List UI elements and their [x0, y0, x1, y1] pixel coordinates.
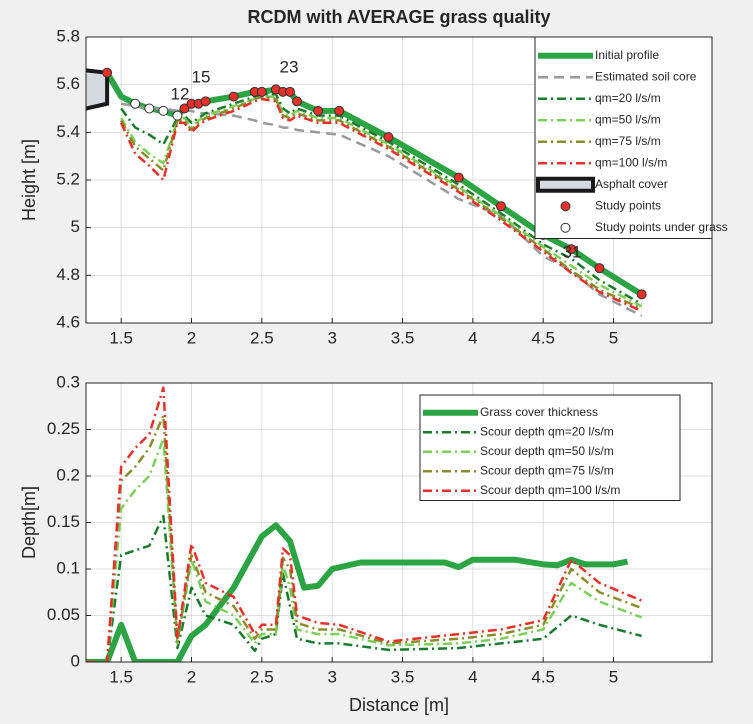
study-point [453, 172, 464, 183]
plot-series [86, 386, 643, 662]
y-tick-label: 0.2 [56, 465, 80, 484]
axes-frame [85, 382, 713, 663]
study-point [158, 105, 169, 116]
x-tick-label: 2.5 [250, 667, 274, 686]
legend-label: Initial profile [595, 48, 659, 62]
study-point [566, 244, 577, 255]
y-tick-label: 0.15 [47, 512, 80, 531]
y-tick-label: 0.3 [56, 372, 80, 391]
legend-patch [536, 176, 595, 193]
y-tick-label: 0.05 [47, 605, 80, 624]
study-point [594, 263, 605, 274]
study-point [228, 91, 239, 102]
x-tick-label: 1.5 [109, 328, 133, 347]
legend-marker [560, 201, 571, 212]
legend-label: Study points [595, 198, 661, 212]
x-tick-label: 5 [609, 667, 618, 686]
study-point [172, 110, 183, 121]
series-line [86, 522, 629, 662]
legend-label: qm=20 l/s/m [595, 91, 661, 105]
series-line [86, 386, 643, 662]
y-tick-label: 4.8 [56, 265, 80, 284]
x-tick-label: 3.5 [391, 328, 415, 347]
y-tick-label: 4.6 [56, 312, 80, 331]
series-line [86, 414, 643, 662]
y-axis-label: Depth[m] [19, 486, 39, 559]
legend-label: Scour depth qm=50 l/s/m [480, 444, 614, 458]
x-tick-label: 3.5 [391, 667, 415, 686]
legend-label: Asphalt cover [595, 177, 668, 191]
annotation: 15 [192, 67, 211, 86]
y-tick-label: 0 [71, 651, 80, 670]
legend-label: qm=100 l/s/m [595, 155, 667, 169]
study-point [130, 98, 141, 109]
annotation: 31 [563, 242, 582, 261]
legend-marker [560, 222, 571, 233]
x-tick-label: 5 [609, 328, 618, 347]
asphalt-cover [86, 68, 110, 111]
annotation: 12 [171, 84, 190, 103]
y-axis-label: Height [m] [19, 139, 39, 221]
legend-label: Scour depth qm=100 l/s/m [480, 483, 620, 497]
asphalt-fill [86, 70, 108, 109]
x-tick-label: 2 [187, 328, 196, 347]
study-point [334, 105, 345, 116]
x-tick-label: 4.5 [531, 328, 555, 347]
legend-label: qm=50 l/s/m [595, 112, 661, 126]
study-point [313, 105, 324, 116]
y-tick-label: 0.25 [47, 419, 80, 438]
series-line [86, 437, 643, 662]
y-tick-label: 0.1 [56, 558, 80, 577]
study-point [636, 289, 647, 300]
x-tick-label: 3 [327, 328, 336, 347]
x-tick-label: 2.5 [250, 328, 274, 347]
y-tick-label: 5.4 [56, 122, 80, 141]
x-tick-label: 4 [468, 328, 477, 347]
x-tick-label: 4 [468, 667, 477, 686]
y-tick-label: 5 [71, 217, 80, 236]
study-point [495, 201, 506, 212]
chart-title: RCDM with AVERAGE grass quality [247, 7, 550, 27]
study-point [292, 96, 303, 107]
y-tick-label: 5.8 [56, 26, 80, 45]
study-point [200, 96, 211, 107]
series-line [86, 514, 642, 662]
y-tick-label: 5.2 [56, 169, 80, 188]
legend-label: Scour depth qm=75 l/s/m [480, 463, 614, 477]
x-axis-label: Distance [m] [349, 695, 449, 715]
legend-label: qm=75 l/s/m [595, 134, 661, 148]
legend-label: Grass cover thickness [480, 405, 598, 419]
legend-label: Estimated soil core [595, 69, 697, 83]
study-point [102, 67, 113, 78]
x-tick-label: 3 [327, 667, 336, 686]
legend-label: Scour depth qm=20 l/s/m [480, 424, 614, 438]
study-point [179, 103, 190, 114]
y-tick-label: 5.6 [56, 74, 80, 93]
annotation: 23 [280, 57, 299, 76]
x-tick-label: 1.5 [109, 667, 133, 686]
study-point [144, 103, 155, 114]
study-point [383, 132, 394, 143]
x-tick-label: 4.5 [531, 667, 555, 686]
study-point [256, 86, 267, 97]
study-point [284, 86, 295, 97]
legend-label: Study points under grass [595, 220, 728, 234]
x-tick-label: 2 [187, 667, 196, 686]
